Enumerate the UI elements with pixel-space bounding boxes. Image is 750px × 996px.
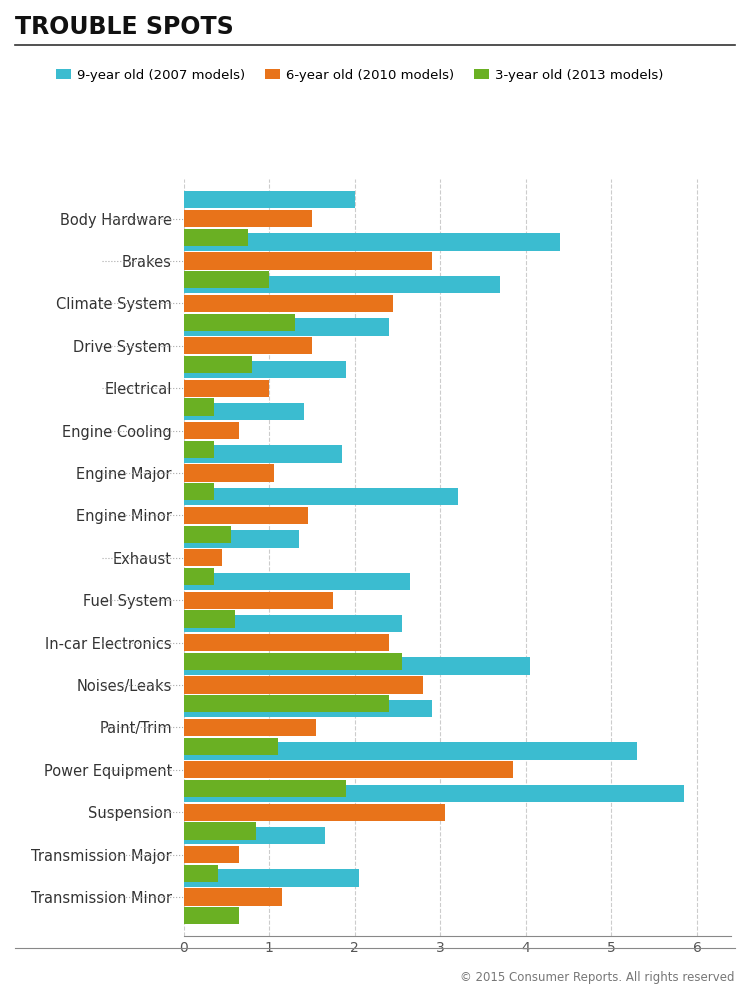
Bar xyxy=(184,592,334,609)
Bar xyxy=(184,616,402,632)
Bar xyxy=(184,319,389,336)
Legend: 9-year old (2007 models), 6-year old (2010 models), 3-year old (2013 models): 9-year old (2007 models), 6-year old (20… xyxy=(56,69,664,82)
Bar xyxy=(184,780,346,797)
Bar xyxy=(184,488,458,505)
Bar xyxy=(184,210,312,227)
Bar xyxy=(184,464,274,482)
Bar xyxy=(184,276,500,293)
Bar xyxy=(184,191,355,208)
Bar xyxy=(184,295,393,312)
Bar xyxy=(184,870,359,886)
Text: TROUBLE SPOTS: TROUBLE SPOTS xyxy=(15,15,234,39)
Bar xyxy=(184,761,513,779)
Bar xyxy=(184,398,214,415)
Text: © 2015 Consumer Reports. All rights reserved: © 2015 Consumer Reports. All rights rese… xyxy=(460,971,735,984)
Bar xyxy=(184,823,256,840)
Bar xyxy=(184,445,342,463)
Bar xyxy=(184,271,269,289)
Bar xyxy=(184,865,218,882)
Bar xyxy=(184,252,432,270)
Bar xyxy=(184,379,269,396)
Bar xyxy=(184,507,308,524)
Bar xyxy=(184,422,239,439)
Bar xyxy=(184,738,278,755)
Bar xyxy=(184,361,346,377)
Bar xyxy=(184,719,316,736)
Bar xyxy=(184,804,445,821)
Bar xyxy=(184,233,560,251)
Bar xyxy=(184,657,530,674)
Bar xyxy=(184,827,325,845)
Bar xyxy=(184,611,235,627)
Bar xyxy=(184,742,638,760)
Bar xyxy=(184,846,239,864)
Bar xyxy=(184,907,239,924)
Bar xyxy=(184,695,389,712)
Bar xyxy=(184,441,214,458)
Bar xyxy=(184,652,402,670)
Bar xyxy=(184,573,410,590)
Bar xyxy=(184,549,222,567)
Bar xyxy=(184,633,389,651)
Bar xyxy=(184,526,231,543)
Bar xyxy=(184,356,252,374)
Bar xyxy=(184,888,282,905)
Bar xyxy=(184,483,214,500)
Bar xyxy=(184,229,248,246)
Bar xyxy=(184,530,299,548)
Bar xyxy=(184,314,295,331)
Bar xyxy=(184,337,312,355)
Bar xyxy=(184,785,684,802)
Bar xyxy=(184,700,432,717)
Bar xyxy=(184,676,423,693)
Bar xyxy=(184,568,214,586)
Bar xyxy=(184,403,304,420)
